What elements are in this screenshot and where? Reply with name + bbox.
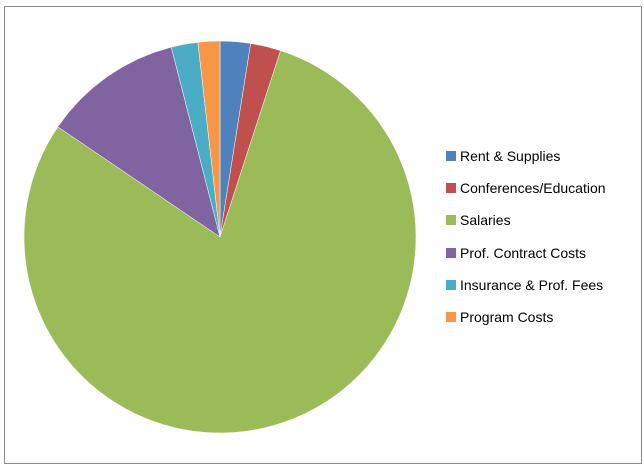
legend: Rent & Supplies Conferences/Education Sa… (446, 146, 636, 339)
pie-slice-prof-contract-costs (57, 46, 221, 238)
legend-item-rent-supplies: Rent & Supplies (446, 146, 636, 166)
legend-swatch-insurance-prof-fees (446, 279, 456, 290)
legend-item-insurance-prof-fees: Insurance & Prof. Fees (446, 275, 636, 295)
legend-label-rent-supplies: Rent & Supplies (460, 148, 561, 164)
legend-label-conferences-education: Conferences/Education (460, 180, 606, 197)
pie-slice-program-costs (197, 40, 221, 238)
legend-item-program-costs: Program Costs (446, 307, 636, 327)
legend-label-insurance-prof-fees: Insurance & Prof. Fees (460, 276, 604, 293)
legend-swatch-prof-contract-costs (446, 247, 456, 258)
legend-item-prof-contract-costs: Prof. Contract Costs (446, 243, 636, 263)
legend-swatch-rent-supplies (446, 151, 456, 161)
legend-label-salaries: Salaries (460, 212, 511, 229)
legend-item-salaries: Salaries (446, 210, 636, 230)
legend-swatch-conferences-education (446, 183, 456, 194)
legend-swatch-salaries (446, 215, 456, 226)
legend-swatch-program-costs (446, 311, 456, 322)
legend-label-prof-contract-costs: Prof. Contract Costs (460, 244, 587, 261)
legend-item-conferences-education: Conferences/Education (446, 178, 636, 198)
pie-slice-salaries (23, 50, 417, 434)
legend-label-program-costs: Program Costs (460, 308, 554, 325)
